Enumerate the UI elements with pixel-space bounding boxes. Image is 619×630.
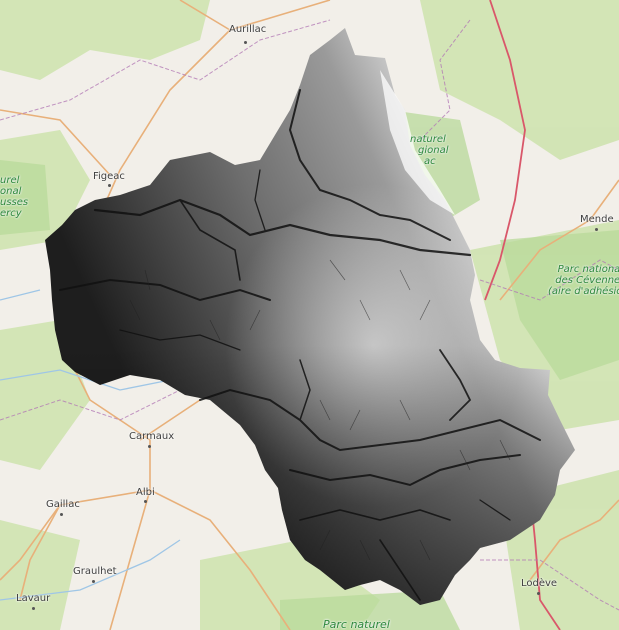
city-label-lodeve[interactable]: Lodève — [521, 578, 558, 589]
city-label-mende[interactable]: Mende — [580, 214, 614, 225]
city-label-lavaur[interactable]: Lavaur — [16, 593, 51, 604]
rivers — [0, 289, 181, 601]
park-label-bottom: Parc naturel — [323, 618, 390, 630]
park-label-line: des Cévennes — [555, 275, 619, 286]
park-label-line: (aire d'adhésion) — [548, 286, 619, 297]
park-label-line: urel — [0, 175, 20, 186]
park-label-line: ercy — [0, 208, 22, 219]
park-label-quercy: urel onal usses ercy — [0, 175, 28, 219]
park-label-line: gional — [418, 145, 449, 156]
admin-borders — [0, 19, 619, 611]
city-label-aurillac[interactable]: Aurillac — [229, 24, 267, 35]
city-label-gaillac[interactable]: Gaillac — [46, 499, 80, 510]
motorway — [484, 0, 526, 301]
park-label-line: ac — [424, 156, 436, 167]
city-label-graulhet[interactable]: Graulhet — [73, 566, 117, 577]
city-label-figeac[interactable]: Figeac — [93, 171, 125, 182]
park-label-line: Parc national — [557, 264, 619, 275]
park-label-cevennes: Parc national des Cévennes (aire d'adhés… — [548, 264, 619, 297]
city-label-carmaux[interactable]: Carmaux — [129, 431, 175, 442]
city-label-albi[interactable]: Albi — [136, 487, 155, 498]
park-label-aubrac: naturel gional ac — [410, 134, 449, 167]
elevation-overlay — [45, 28, 575, 605]
park-label-line: usses — [0, 197, 29, 208]
park-label-line: onal — [0, 186, 22, 197]
valley-network — [59, 89, 541, 601]
park-label-line: naturel — [410, 134, 446, 145]
